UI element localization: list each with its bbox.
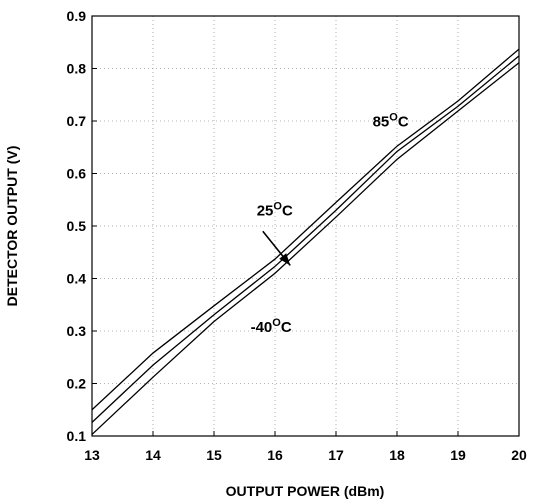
y-tick-label: 0.5 — [67, 218, 87, 234]
x-tick-label: 15 — [206, 447, 222, 463]
y-tick-label: 0.7 — [67, 113, 87, 129]
x-tick-label: 17 — [328, 447, 344, 463]
y-tick-label: 0.1 — [67, 428, 87, 444]
y-axis-title: DETECTOR OUTPUT (V) — [4, 146, 20, 307]
series-minus40c-line — [91, 62, 520, 435]
y-tick-label: 0.6 — [67, 166, 87, 182]
x-tick-label: 19 — [450, 447, 466, 463]
x-tick-label: 16 — [267, 447, 283, 463]
arrow-head — [279, 253, 291, 266]
x-tick-label: 13 — [84, 447, 100, 463]
grid — [91, 15, 520, 437]
y-tick-label: 0.2 — [67, 376, 87, 392]
x-tick-label: 20 — [511, 447, 527, 463]
plot-frame — [91, 15, 520, 437]
x-axis-title: OUTPUT POWER (dBm) — [226, 483, 385, 499]
annotation-85c: 85OC — [373, 111, 409, 130]
series-85c-line — [91, 48, 520, 411]
annotation-minus40c: -40OC — [251, 317, 292, 336]
y-tick-label: 0.8 — [67, 61, 87, 77]
x-tick-label: 18 — [389, 447, 405, 463]
annotation-25c: 25OC — [257, 201, 293, 220]
series-layer — [91, 48, 520, 435]
x-tick-label: 14 — [145, 447, 161, 463]
tick-labels: 13 14 15 16 17 18 19 20 0.1 0.2 0.3 0.4 0.5 0.6 0.7 0.8… — [67, 8, 527, 463]
annotations: 85OC 25OC -40OC — [251, 111, 409, 336]
y-tick-label: 0.3 — [67, 323, 87, 339]
y-tick-label: 0.9 — [67, 8, 87, 24]
y-tick-label: 0.4 — [67, 271, 87, 287]
series-25c-line — [91, 55, 520, 423]
